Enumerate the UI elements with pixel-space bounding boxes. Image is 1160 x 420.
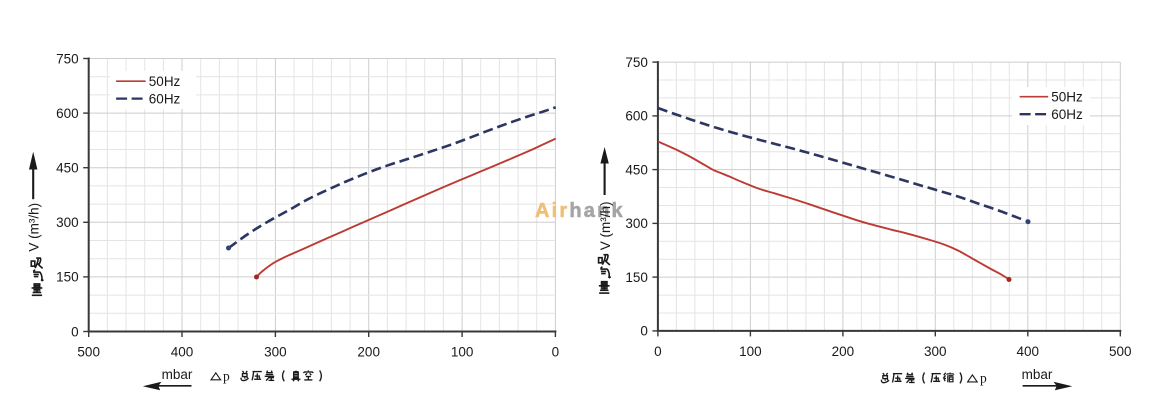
svg-text:750: 750 <box>56 51 79 66</box>
svg-text:60Hz: 60Hz <box>1051 107 1083 122</box>
svg-text:300: 300 <box>264 345 287 360</box>
svg-text:300: 300 <box>56 215 79 230</box>
svg-text:mbar: mbar <box>162 367 193 382</box>
svg-text:0: 0 <box>654 344 662 359</box>
svg-text:0: 0 <box>71 324 79 339</box>
svg-text:400: 400 <box>1017 344 1040 359</box>
svg-text:60Hz: 60Hz <box>149 91 181 106</box>
svg-text:750: 750 <box>625 55 648 70</box>
svg-text:450: 450 <box>625 162 648 177</box>
svg-text:100: 100 <box>451 345 474 360</box>
svg-text:mbar: mbar <box>1022 367 1053 382</box>
svg-text:600: 600 <box>56 106 79 121</box>
svg-text:150: 150 <box>56 270 79 285</box>
svg-text:V (m³/h): V (m³/h) <box>598 201 613 250</box>
svg-text:V (m³/h): V (m³/h) <box>27 203 42 252</box>
svg-text:300: 300 <box>924 344 947 359</box>
svg-text:600: 600 <box>625 109 648 124</box>
svg-text:150: 150 <box>625 270 648 285</box>
svg-text:p: p <box>223 369 230 384</box>
svg-text:50Hz: 50Hz <box>149 74 181 89</box>
svg-text:0: 0 <box>640 324 648 339</box>
svg-text:200: 200 <box>357 345 380 360</box>
svg-text:400: 400 <box>171 345 194 360</box>
svg-text:500: 500 <box>1109 344 1132 359</box>
svg-text:200: 200 <box>832 344 855 359</box>
svg-text:500: 500 <box>77 345 100 360</box>
svg-text:450: 450 <box>56 161 79 176</box>
svg-text:0: 0 <box>552 345 560 360</box>
svg-text:Airhank: Airhank <box>535 200 625 222</box>
svg-text:100: 100 <box>739 344 762 359</box>
svg-text:p: p <box>980 371 987 386</box>
svg-text:300: 300 <box>625 216 648 231</box>
svg-text:50Hz: 50Hz <box>1051 90 1083 105</box>
